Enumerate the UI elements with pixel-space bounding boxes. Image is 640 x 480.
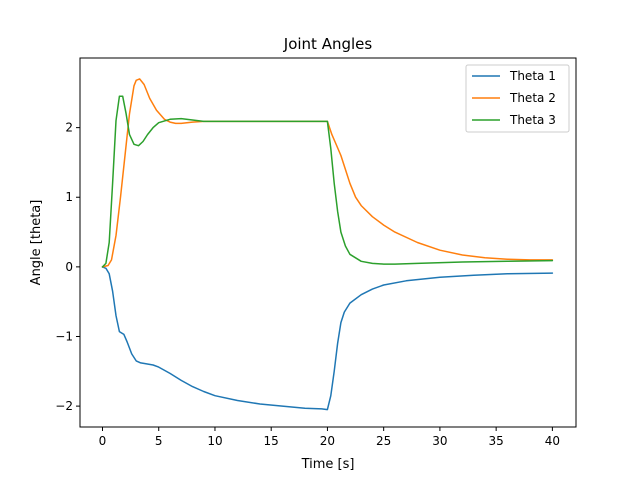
series-layer: [101, 78, 554, 411]
x-tick-label: 40: [545, 434, 560, 448]
x-tick-label: 20: [320, 434, 335, 448]
chart-title: Joint Angles: [283, 35, 373, 53]
x-tick-label: 5: [155, 434, 163, 448]
legend-label-theta-3: Theta 3: [509, 113, 556, 127]
x-axis: 0 5 10 15 20 25 30 35 40: [99, 427, 560, 448]
series-line-theta-1: [101, 266, 554, 411]
x-tick-label: 0: [99, 434, 107, 448]
x-tick-label: 35: [489, 434, 504, 448]
legend-box: [465, 64, 570, 133]
y-tick-label: −1: [55, 329, 73, 343]
y-tick-label: 2: [65, 121, 73, 135]
legend-label-theta-1: Theta 1: [509, 69, 556, 83]
x-tick-label: 25: [376, 434, 391, 448]
x-axis-label: Time [s]: [301, 457, 355, 472]
y-tick-label: 0: [65, 260, 73, 274]
plot-frame: [79, 57, 577, 428]
series-line-theta-3: [101, 95, 554, 268]
x-tick-label: 15: [264, 434, 279, 448]
y-tick-label: −2: [55, 399, 73, 413]
legend-label-theta-2: Theta 2: [509, 91, 556, 105]
x-tick-label: 30: [432, 434, 447, 448]
legend: Theta 1 Theta 2 Theta 3: [465, 64, 570, 133]
y-axis: −2 −1 0 1 2: [55, 121, 80, 413]
y-tick-label: 1: [65, 190, 73, 204]
x-tick-label: 10: [207, 434, 222, 448]
y-axis-label: Angle [theta]: [29, 200, 44, 286]
